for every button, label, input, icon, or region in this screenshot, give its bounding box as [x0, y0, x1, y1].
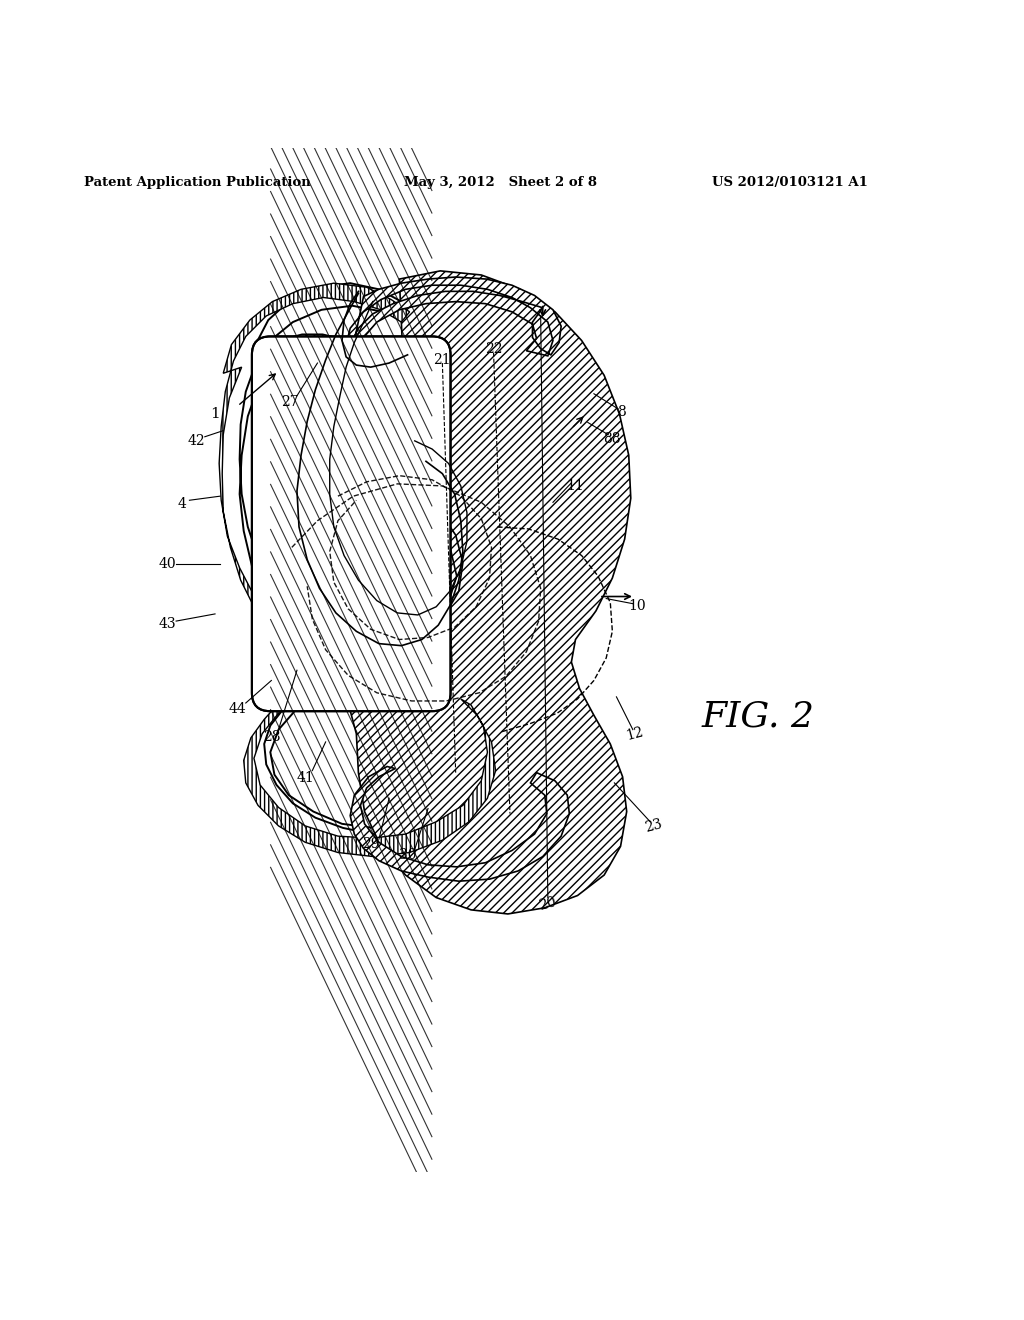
FancyBboxPatch shape	[252, 337, 451, 711]
Text: 1: 1	[210, 408, 220, 421]
Text: 88: 88	[603, 432, 622, 446]
FancyBboxPatch shape	[252, 337, 451, 711]
Text: 44: 44	[228, 702, 247, 717]
Text: 30: 30	[398, 847, 417, 862]
Text: 40: 40	[158, 557, 176, 570]
Polygon shape	[350, 767, 569, 882]
Text: 10: 10	[628, 599, 646, 612]
Text: 41: 41	[296, 771, 314, 785]
Polygon shape	[240, 284, 494, 834]
Text: Patent Application Publication: Patent Application Publication	[84, 176, 310, 189]
Polygon shape	[219, 284, 496, 857]
Text: 20: 20	[538, 895, 558, 912]
Text: 28: 28	[262, 730, 281, 743]
Text: 12: 12	[625, 725, 645, 743]
Text: 43: 43	[158, 618, 176, 631]
Text: FIG. 2: FIG. 2	[701, 700, 814, 734]
Polygon shape	[346, 277, 561, 366]
Text: 8: 8	[617, 405, 626, 420]
Text: US 2012/0103121 A1: US 2012/0103121 A1	[712, 176, 867, 189]
Text: May 3, 2012   Sheet 2 of 8: May 3, 2012 Sheet 2 of 8	[404, 176, 597, 189]
Text: 21: 21	[433, 352, 452, 367]
Text: 23: 23	[643, 817, 664, 836]
Polygon shape	[268, 271, 631, 913]
Text: 11: 11	[566, 479, 585, 492]
Text: 4: 4	[178, 498, 186, 511]
Text: 29: 29	[361, 837, 380, 851]
Text: 22: 22	[484, 342, 503, 355]
Text: 42: 42	[187, 434, 206, 447]
Text: 27: 27	[281, 395, 299, 409]
Polygon shape	[264, 334, 430, 697]
